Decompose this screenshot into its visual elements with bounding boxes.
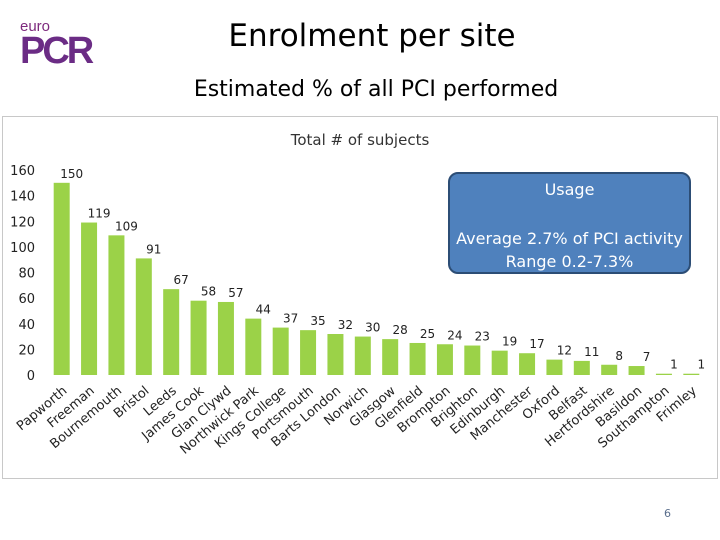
logo-big-text: PCR bbox=[20, 30, 94, 72]
value-label: 58 bbox=[201, 285, 216, 299]
usage-callout: Usage Average 2.7% of PCI activity Range… bbox=[448, 172, 691, 274]
bar-bournemouth bbox=[108, 235, 125, 375]
value-label: 1 bbox=[670, 358, 678, 372]
bar-norwich bbox=[354, 336, 371, 375]
bar-hertfordshire bbox=[601, 364, 618, 375]
value-label: 7 bbox=[643, 350, 651, 364]
bar-oxford bbox=[546, 359, 563, 375]
value-label: 25 bbox=[420, 327, 435, 341]
x-axis-labels: PapworthFreemanBournemouthBristolLeedsJa… bbox=[14, 383, 700, 458]
y-axis: 0 20 40 60 80 100 120 140 160 bbox=[10, 164, 35, 384]
y-tick-label: 40 bbox=[18, 318, 35, 333]
bar-frimley bbox=[683, 373, 700, 375]
bar-glasgow bbox=[382, 339, 399, 375]
callout-average: Average 2.7% of PCI activity bbox=[456, 229, 683, 248]
value-label: 150 bbox=[60, 167, 83, 181]
value-label: 91 bbox=[146, 242, 161, 256]
value-label: 17 bbox=[529, 337, 544, 351]
value-label: 37 bbox=[283, 312, 298, 326]
value-label: 1 bbox=[697, 358, 705, 372]
y-tick-label: 20 bbox=[18, 343, 35, 358]
callout-range: Range 0.2-7.3% bbox=[505, 252, 634, 271]
bar-bristol bbox=[135, 258, 152, 375]
chart-title: Total # of subjects bbox=[290, 131, 430, 149]
slide-subtitle: Estimated % of all PCI performed bbox=[193, 77, 559, 102]
bar-portsmouth bbox=[300, 330, 317, 375]
bar-james-cook bbox=[190, 300, 207, 375]
bar-glenfield bbox=[409, 342, 426, 375]
bar-papworth bbox=[53, 182, 70, 375]
logo-small-text: euro bbox=[20, 18, 51, 35]
callout-heading: Usage bbox=[544, 180, 595, 199]
bar-leeds bbox=[163, 289, 180, 375]
y-tick-label: 80 bbox=[18, 267, 35, 282]
value-label: 119 bbox=[88, 207, 111, 221]
bar-brighton bbox=[464, 345, 481, 375]
bar-basildon bbox=[628, 366, 645, 375]
bar-belfast bbox=[573, 360, 590, 375]
bar-barts-london bbox=[327, 334, 344, 375]
bar-kings-college bbox=[272, 327, 289, 375]
y-tick-label: 160 bbox=[10, 164, 35, 179]
value-label: 109 bbox=[115, 219, 138, 233]
bar-glan-clywd bbox=[217, 301, 234, 375]
value-label: 12 bbox=[557, 344, 572, 358]
value-label: 24 bbox=[447, 328, 462, 342]
y-tick-label: 0 bbox=[27, 369, 35, 384]
value-label: 19 bbox=[502, 335, 517, 349]
value-label: 30 bbox=[365, 321, 380, 335]
y-tick-label: 140 bbox=[10, 190, 35, 205]
bar-freeman bbox=[81, 222, 98, 375]
bars bbox=[53, 182, 700, 375]
bar-brompton bbox=[436, 344, 453, 375]
value-label: 67 bbox=[174, 273, 189, 287]
slide-title: Enrolment per site bbox=[228, 18, 516, 54]
y-tick-label: 100 bbox=[10, 241, 35, 256]
value-label: 57 bbox=[228, 286, 243, 300]
bar-northwick-park bbox=[245, 318, 262, 375]
europcr-logo: euro PCR bbox=[20, 18, 100, 72]
value-label: 28 bbox=[393, 323, 408, 337]
bar-manchester bbox=[519, 353, 536, 375]
bar-edinburgh bbox=[491, 350, 508, 375]
bar-southampton bbox=[655, 373, 672, 375]
value-label: 44 bbox=[256, 303, 271, 317]
y-tick-label: 120 bbox=[10, 215, 35, 230]
value-label: 23 bbox=[475, 330, 490, 344]
value-label: 32 bbox=[338, 318, 353, 332]
page-number: 6 bbox=[664, 507, 671, 520]
y-tick-label: 60 bbox=[18, 292, 35, 307]
value-label: 35 bbox=[310, 314, 325, 328]
value-label: 8 bbox=[615, 349, 623, 363]
value-label: 11 bbox=[584, 345, 599, 359]
